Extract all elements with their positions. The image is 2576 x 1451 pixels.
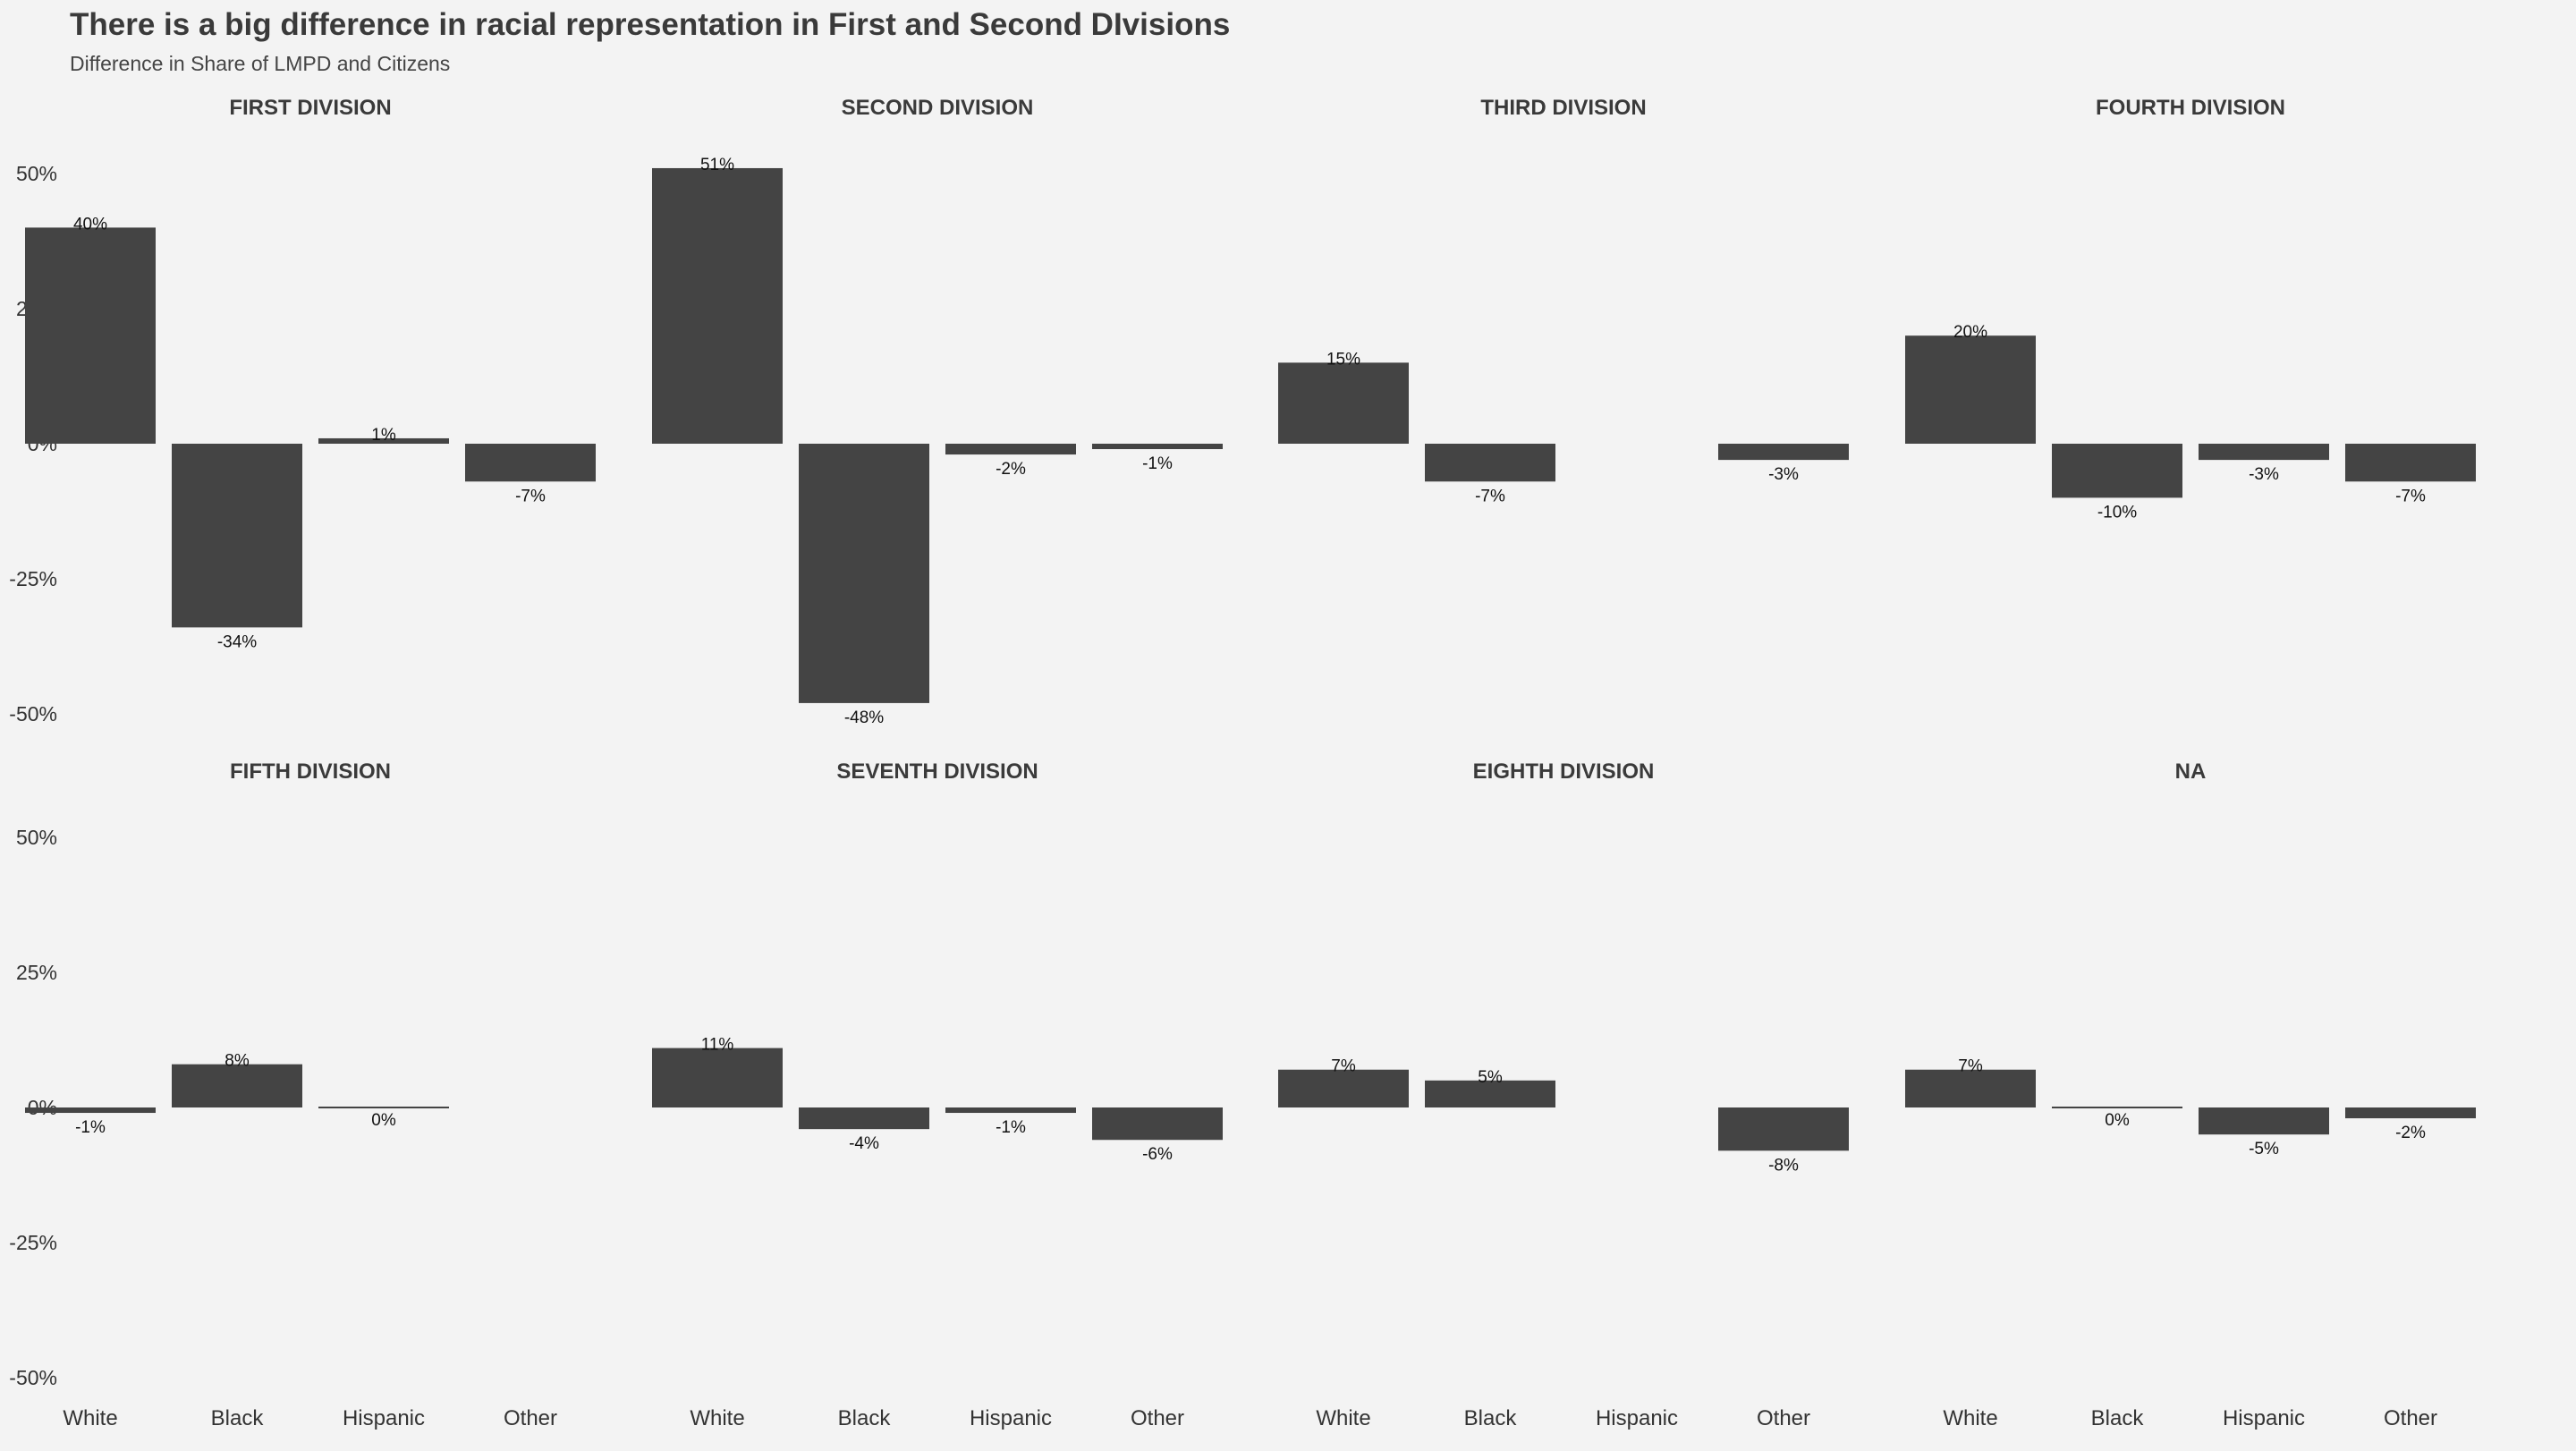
bar xyxy=(1425,444,1555,482)
data-label: 8% xyxy=(225,1052,250,1071)
bar xyxy=(1718,444,1849,461)
facet-title: THIRD DIVISION xyxy=(1480,96,1646,120)
data-label: -6% xyxy=(1142,1145,1173,1164)
data-label: -3% xyxy=(1768,465,1799,484)
data-label: 0% xyxy=(2105,1111,2130,1130)
data-label: -4% xyxy=(849,1134,879,1153)
bar xyxy=(1092,1107,1223,1141)
bar xyxy=(2199,1107,2329,1135)
bar xyxy=(318,1107,449,1108)
x-tick-label: Black xyxy=(211,1406,265,1430)
x-tick-label: Hispanic xyxy=(1596,1406,1678,1430)
data-label: -1% xyxy=(75,1118,106,1137)
x-tick-label: White xyxy=(1316,1406,1370,1430)
data-label: -34% xyxy=(217,632,257,651)
data-label: -7% xyxy=(2395,487,2426,505)
facet-title: FIRST DIVISION xyxy=(229,96,391,120)
data-label: -5% xyxy=(2249,1140,2279,1158)
bar xyxy=(1905,335,2036,444)
data-label: -48% xyxy=(844,709,884,727)
x-tick-label: Black xyxy=(838,1406,892,1430)
y-tick-label: -25% xyxy=(9,567,57,590)
x-tick-label: White xyxy=(63,1406,117,1430)
data-label: -7% xyxy=(1475,487,1505,505)
bar xyxy=(172,1064,302,1107)
bar xyxy=(799,1107,929,1130)
facet-title: SECOND DIVISION xyxy=(842,96,1034,120)
bar xyxy=(1905,1069,2036,1107)
x-tick-label: White xyxy=(690,1406,744,1430)
bar xyxy=(652,167,783,444)
bar xyxy=(465,444,596,482)
bar xyxy=(1092,444,1223,450)
x-tick-label: Other xyxy=(1757,1406,1810,1430)
x-tick-label: White xyxy=(1943,1406,1997,1430)
bar xyxy=(1278,1069,1409,1107)
facet-title: FIFTH DIVISION xyxy=(230,759,391,784)
bar xyxy=(799,444,929,703)
data-label: -3% xyxy=(2249,465,2279,484)
y-tick-label: -50% xyxy=(9,702,57,726)
data-label: 11% xyxy=(701,1036,734,1055)
x-tick-label: Black xyxy=(1464,1406,1518,1430)
x-tick-label: Hispanic xyxy=(2223,1406,2305,1430)
x-tick-label: Hispanic xyxy=(970,1406,1052,1430)
x-tick-label: Other xyxy=(504,1406,557,1430)
data-label: -2% xyxy=(996,460,1026,479)
facet-title: SEVENTH DIVISION xyxy=(836,759,1038,784)
data-label: 7% xyxy=(1958,1057,1983,1076)
data-label: 0% xyxy=(371,1111,396,1130)
data-label: 5% xyxy=(1478,1068,1503,1087)
data-label: -7% xyxy=(515,487,546,505)
data-label: 51% xyxy=(700,156,734,174)
x-tick-label: Other xyxy=(2384,1406,2437,1430)
facet-title: EIGHTH DIVISION xyxy=(1473,759,1655,784)
data-label: 1% xyxy=(371,426,396,445)
chart-subtitle: Difference in Share of LMPD and Citizens xyxy=(70,52,451,75)
bar xyxy=(2199,444,2329,461)
bar xyxy=(2345,444,2476,482)
bar xyxy=(945,444,1076,455)
data-label: 20% xyxy=(1953,323,1987,342)
data-label: -1% xyxy=(996,1118,1026,1137)
bar xyxy=(318,437,449,444)
facet-title: FOURTH DIVISION xyxy=(2096,96,2285,120)
bar xyxy=(2052,444,2182,498)
bar xyxy=(1278,362,1409,444)
y-tick-label: -50% xyxy=(9,1366,57,1389)
bar xyxy=(1718,1107,1849,1151)
bar xyxy=(2345,1107,2476,1119)
data-label: 40% xyxy=(73,215,107,233)
data-label: -2% xyxy=(2395,1124,2426,1142)
data-label: 15% xyxy=(1326,350,1360,369)
y-tick-label: 50% xyxy=(16,826,57,849)
data-label: 7% xyxy=(1331,1057,1356,1076)
bar xyxy=(652,1048,783,1107)
data-label: -1% xyxy=(1142,454,1173,473)
bar xyxy=(25,1107,156,1114)
y-tick-label: -25% xyxy=(9,1231,57,1254)
facet-title: NA xyxy=(2175,759,2207,784)
y-tick-label: 25% xyxy=(16,961,57,984)
bar xyxy=(1425,1080,1555,1107)
data-label: -10% xyxy=(2097,503,2137,522)
bar xyxy=(25,227,156,444)
x-tick-label: Hispanic xyxy=(343,1406,425,1430)
x-tick-label: Black xyxy=(2091,1406,2145,1430)
data-label: -8% xyxy=(1768,1156,1799,1175)
chart-title: There is a big difference in racial repr… xyxy=(70,7,1231,42)
bar xyxy=(945,1107,1076,1114)
x-tick-label: Other xyxy=(1131,1406,1184,1430)
bar xyxy=(172,444,302,628)
bar xyxy=(2052,1107,2182,1108)
y-tick-label: 50% xyxy=(16,162,57,185)
